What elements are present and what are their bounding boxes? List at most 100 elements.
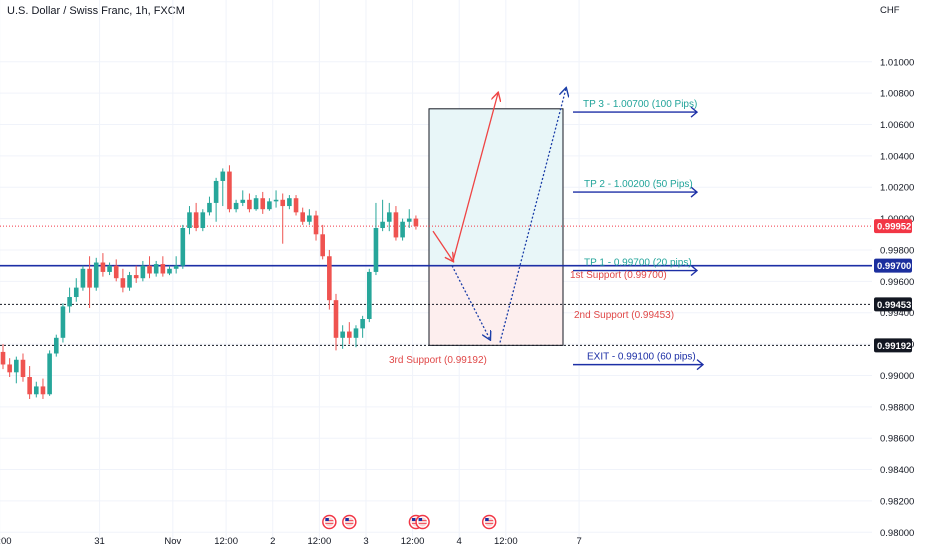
y-tick-label: 0.98600: [880, 434, 914, 445]
tp3-arrow-head: [690, 106, 699, 118]
support3-label: 3rd Support (0.99192): [389, 355, 487, 366]
y-tick-label: 0.99600: [880, 277, 914, 288]
arrow-red-up: [452, 93, 498, 262]
candle-down: [333, 300, 339, 338]
candle-up: [220, 171, 226, 181]
candle-down: [327, 256, 332, 301]
candle-down: [100, 262, 106, 272]
candle-up: [93, 262, 99, 288]
candle-down: [320, 234, 325, 257]
candle-up: [273, 199, 279, 202]
candle-up: [14, 359, 19, 373]
x-tick-label: 12:00: [214, 536, 238, 547]
candle-down: [280, 199, 286, 207]
x-tick-label: 31: [94, 536, 105, 547]
candle-up: [173, 265, 179, 269]
price-tag-label: 0.99453: [877, 300, 911, 311]
y-tick-label: 1.00600: [880, 120, 914, 131]
price-tag: [874, 219, 912, 234]
candle-up: [67, 297, 72, 307]
candle-down: [313, 215, 319, 235]
candle-up: [207, 202, 212, 213]
y-tick-label: 1.00200: [880, 183, 914, 194]
flag-canton: [325, 518, 329, 521]
price-tag: [874, 338, 912, 353]
candle-down: [120, 278, 126, 288]
arrow-red-down: [432, 230, 453, 261]
candle-up: [200, 212, 206, 229]
stop-zone-box: [429, 265, 563, 346]
exit-arrow-head: [696, 359, 705, 371]
price-tag-label: 0.99192: [877, 341, 911, 352]
candle-down: [40, 386, 46, 395]
candle-up: [80, 268, 86, 288]
candle-down: [347, 331, 352, 338]
flag-canton: [418, 518, 423, 521]
candle-up: [386, 212, 392, 222]
candle-down: [27, 377, 32, 395]
target-zone-box: [429, 108, 563, 266]
x-tick-label: 12:00: [0, 536, 12, 547]
candle-down: [260, 198, 266, 210]
x-tick-label: 12:00: [307, 536, 331, 547]
candle-up: [187, 212, 192, 229]
price-tag: [874, 297, 912, 312]
candle-up: [140, 265, 146, 279]
y-tick-label: 0.98000: [880, 528, 914, 539]
y-tick-label: 0.98200: [880, 496, 914, 507]
price-tag-label: 0.99700: [877, 261, 911, 272]
chart-title: U.S. Dollar / Swiss Franc, 1h, FXCM: [7, 5, 185, 17]
candle-up: [34, 386, 39, 395]
y-tick-label: 0.99000: [880, 371, 914, 382]
candle-up: [380, 221, 385, 229]
candle-up: [360, 318, 365, 329]
x-tick-label: 12:00: [401, 536, 425, 547]
x-tick-label: 2: [270, 536, 275, 547]
candle-down: [393, 212, 399, 238]
candle-up: [73, 287, 79, 298]
candle-up: [47, 353, 52, 395]
y-tick-label: 0.98400: [880, 465, 914, 476]
tp1-arrow-head: [690, 264, 699, 277]
candle-down: [193, 212, 199, 229]
tp2-label: TP 2 - 1.00200 (50 Pips): [584, 179, 693, 190]
candle-up: [153, 264, 159, 274]
x-tick-label: 7: [576, 536, 581, 547]
candle-up: [127, 275, 132, 288]
candle-up: [367, 271, 372, 319]
candle-up: [60, 306, 66, 338]
x-tick-label: 12:00: [494, 536, 518, 547]
flag-canton: [345, 518, 349, 521]
x-tick-label: Nov: [164, 536, 181, 547]
arrow-blue-dotted-down: [451, 265, 490, 340]
candle-up: [167, 268, 172, 274]
y-tick-label: 1.00400: [880, 151, 914, 162]
candle-down: [160, 264, 166, 274]
tp1-label: TP 1 - 0.99700 (20 pips): [584, 258, 692, 269]
candle-up: [340, 331, 345, 338]
x-tick-label: 3: [363, 536, 368, 547]
x-tick-label: 4: [457, 536, 462, 547]
flag-canton: [411, 518, 416, 521]
candle-up: [180, 228, 186, 266]
tp2-arrow-head: [690, 186, 699, 198]
support1-label: 1st Support (0.99700): [570, 270, 667, 281]
candle-up: [253, 198, 259, 210]
tp3-label: TP 3 - 1.00700 (100 Pips): [583, 99, 697, 110]
candle-up: [107, 265, 112, 272]
candle-down: [227, 171, 232, 210]
price-tag-label: 0.99952: [877, 222, 911, 233]
candle-down: [300, 212, 305, 222]
candle-down: [113, 265, 119, 279]
candle-up: [53, 337, 59, 354]
candle-up: [400, 221, 405, 238]
candle-up: [267, 201, 272, 210]
candle-up: [233, 202, 239, 210]
support2-label: 2nd Support (0.99453): [574, 310, 674, 321]
candle-up: [406, 218, 412, 222]
candle-down: [247, 199, 252, 210]
y-tick-label: 0.99800: [880, 245, 914, 256]
candle-up: [240, 199, 246, 203]
candle-up: [353, 328, 359, 338]
